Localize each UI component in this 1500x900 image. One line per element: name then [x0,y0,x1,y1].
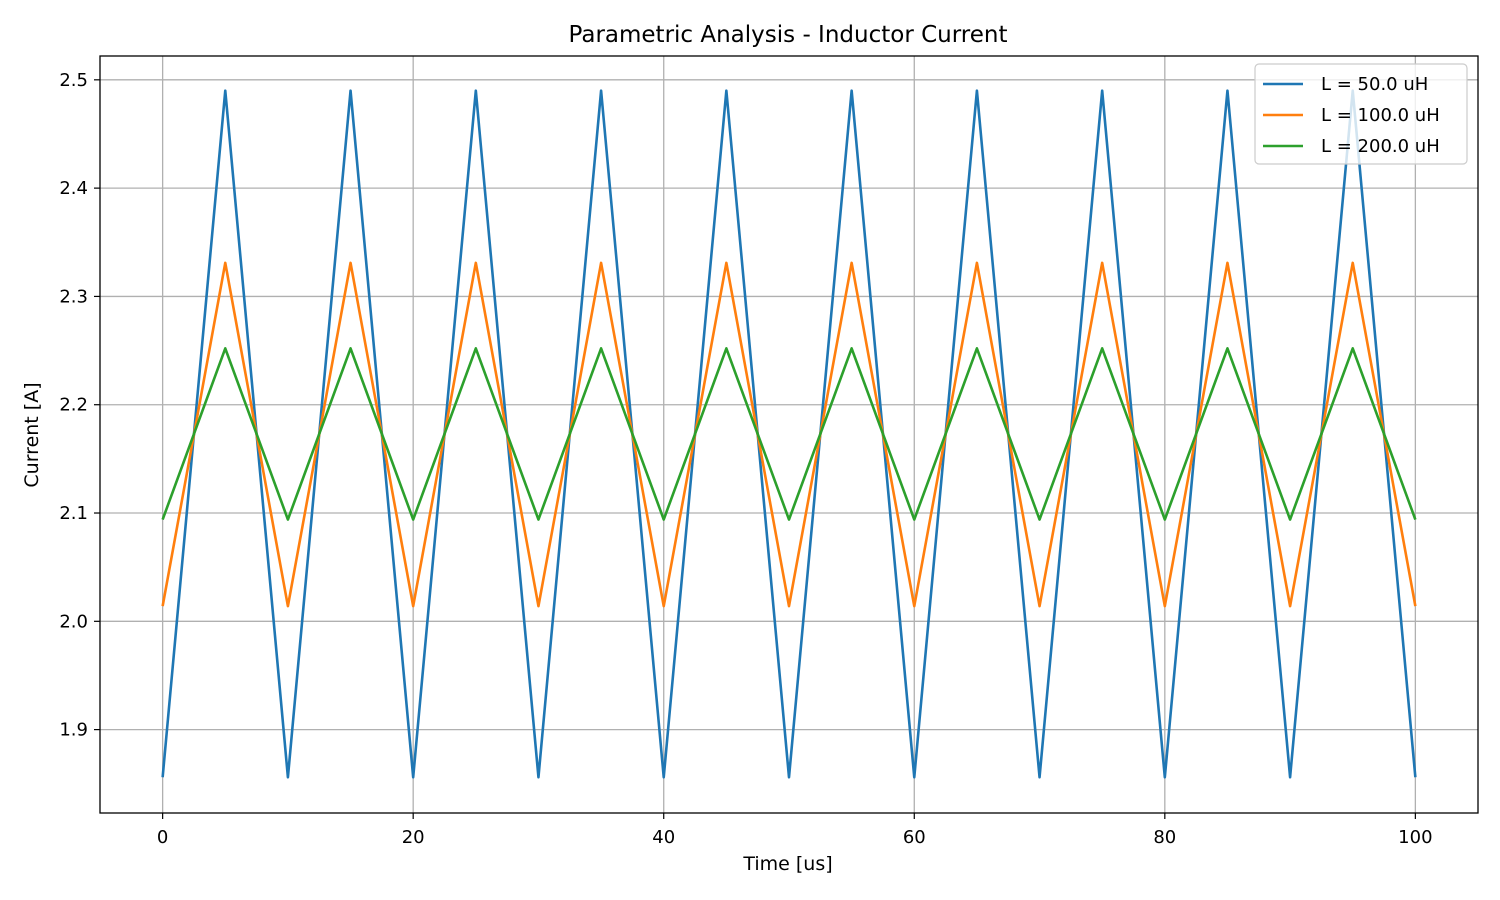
x-tick-label: 0 [157,827,168,848]
series-line-1 [161,89,1417,779]
legend: L = 50.0 uH L = 100.0 uH L = 200.0 uH [1254,63,1468,165]
x-tick-label: 80 [1153,827,1176,848]
x-tick-label: 60 [903,827,926,848]
x-axis-label: Time [us] [742,853,832,875]
y-axis-ticks: 1.9 2.0 2.1 2.2 2.3 2.4 2.5 [59,70,100,741]
y-tick-label: 2.2 [59,395,88,416]
chart-title: Parametric Analysis - Inductor Current [569,22,1008,48]
legend-label: L = 50.0 uH [1321,74,1428,95]
y-tick-label: 2.0 [59,611,88,632]
series-lines [161,89,1417,779]
y-tick-label: 2.4 [59,178,88,199]
x-tick-label: 20 [402,827,425,848]
series-line-3 [161,347,1417,521]
x-tick-label: 100 [1398,827,1432,848]
legend-box [1254,63,1468,165]
plot-frame [99,55,1479,814]
y-axis-label: Current [A] [21,382,43,487]
y-tick-label: 2.5 [59,70,88,91]
legend-label: L = 100.0 uH [1321,105,1440,126]
y-tick-label: 2.3 [59,286,88,307]
series-line-2 [161,261,1417,608]
y-tick-label: 2.1 [59,503,88,524]
legend-label: L = 200.0 uH [1321,136,1440,157]
x-tick-label: 40 [652,827,675,848]
y-tick-label: 1.9 [59,720,88,741]
x-axis-ticks: 0 20 40 60 80 100 [157,813,1433,848]
